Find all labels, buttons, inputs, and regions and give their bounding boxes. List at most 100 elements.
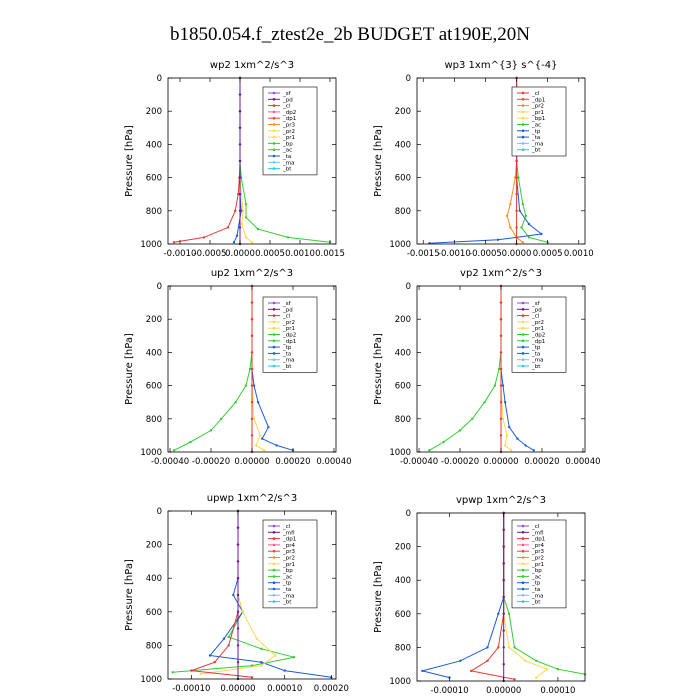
legend-marker: [272, 148, 276, 151]
legend-label: _tp: [531, 129, 541, 135]
legend-marker: [521, 345, 525, 349]
y-tick-label: 0: [406, 509, 411, 519]
data-point: [508, 425, 511, 429]
x-tick-label: 0.00020: [314, 684, 349, 694]
data-point: [517, 176, 520, 179]
legend-label: _bt: [531, 148, 541, 154]
legend-label: _pr1: [531, 326, 544, 332]
legend-label: _ma: [531, 358, 543, 364]
data-point: [518, 209, 521, 212]
x-tick-label: 0.00000: [486, 686, 521, 696]
series-line: [500, 286, 512, 451]
legend-marker: [521, 587, 525, 591]
data-point: [232, 593, 235, 597]
data-point: [236, 526, 240, 529]
data-point: [535, 676, 538, 679]
data-point: [502, 528, 505, 531]
data-point: [250, 664, 254, 667]
data-point: [238, 193, 242, 196]
data-point: [507, 646, 511, 649]
data-point: [509, 203, 512, 206]
data-point: [458, 429, 462, 432]
data-point: [250, 401, 254, 404]
data-point: [202, 236, 206, 239]
legend-marker: [272, 587, 276, 591]
data-point: [235, 234, 239, 237]
y-axis-label: Pressure [hPa]: [124, 125, 135, 197]
legend-label: _pr2: [531, 104, 544, 110]
data-point: [527, 236, 531, 239]
x-tick-label: 0.0005: [255, 249, 285, 259]
panel-1: wp2 1xm^2/s^3 Pressure [hPa] 0 200 400 600 800…: [124, 60, 345, 259]
legend-marker: [521, 301, 525, 305]
data-point: [241, 610, 244, 613]
legend-marker: [521, 352, 525, 355]
data-point: [497, 367, 501, 371]
legend-marker: [521, 104, 525, 107]
data-point: [459, 659, 462, 662]
data-point: [499, 367, 503, 371]
data-point: [499, 351, 503, 354]
legend-label: _bp: [282, 141, 293, 147]
data-point: [515, 193, 518, 196]
legend-label: _sf: [282, 91, 292, 97]
data-point: [238, 143, 242, 146]
x-tick-label: 0.00020: [524, 457, 559, 467]
legend-label: _pr1: [531, 110, 544, 116]
plot-frame: [416, 512, 586, 682]
legend-marker: [521, 308, 525, 311]
x-tick-label: -0.00040: [151, 457, 189, 467]
data-point: [250, 384, 254, 387]
data-point: [250, 676, 254, 679]
legend-marker: [521, 123, 525, 126]
data-point: [260, 647, 263, 650]
data-point: [505, 434, 509, 437]
legend-label: _dp1: [531, 97, 545, 103]
legend-marker: [521, 575, 525, 578]
data-point: [267, 425, 270, 429]
y-tick-label: 600: [146, 174, 162, 184]
data-point: [172, 449, 176, 452]
legend: _cl_mfl_dp1_pr4_pr3_pr2_pr1_bp_ac_tp_ta_…: [262, 519, 318, 609]
data-point: [244, 236, 248, 239]
legend-marker: [272, 581, 276, 584]
legend-label: _mfl: [282, 530, 295, 536]
legend-label: _pr1: [531, 562, 544, 568]
data-point: [501, 417, 505, 420]
legend-label: _dp1: [282, 116, 296, 122]
legend-label: _pr1: [282, 562, 295, 568]
data-point: [499, 318, 503, 321]
x-tick-label: -0.0010: [438, 249, 471, 259]
data-point: [499, 334, 503, 337]
data-point: [250, 351, 254, 354]
data-point: [515, 226, 518, 229]
legend-label: _ta: [531, 351, 540, 357]
legend-label: _dp2: [531, 333, 545, 339]
data-point: [250, 301, 254, 304]
y-tick-label: 400: [395, 576, 411, 586]
data-point: [238, 226, 242, 229]
legend-label: _ma: [531, 141, 543, 147]
series-line: [469, 513, 515, 680]
legend-label: _cl: [531, 524, 540, 530]
data-point: [227, 635, 230, 639]
plot-frame: [416, 77, 586, 245]
legend-label: _pr3: [282, 123, 296, 129]
y-tick-label: 0: [406, 74, 411, 84]
panel-title: wp2 1xm^2/s^3: [210, 60, 294, 71]
data-point: [238, 209, 242, 212]
legend-marker: [521, 531, 525, 534]
data-point: [261, 437, 264, 440]
legend-label: _ac: [531, 574, 541, 580]
data-point: [507, 612, 511, 615]
series-group: [172, 76, 332, 246]
legend-marker: [521, 594, 525, 597]
series-line: [173, 78, 241, 243]
legend-marker: [272, 562, 276, 566]
legend-label: _ma: [531, 593, 543, 599]
legend-label: _pr2: [282, 556, 295, 562]
y-tick-label: 200: [146, 541, 162, 551]
y-tick-label: 0: [157, 282, 162, 292]
data-point: [171, 671, 174, 674]
data-point: [524, 444, 527, 447]
